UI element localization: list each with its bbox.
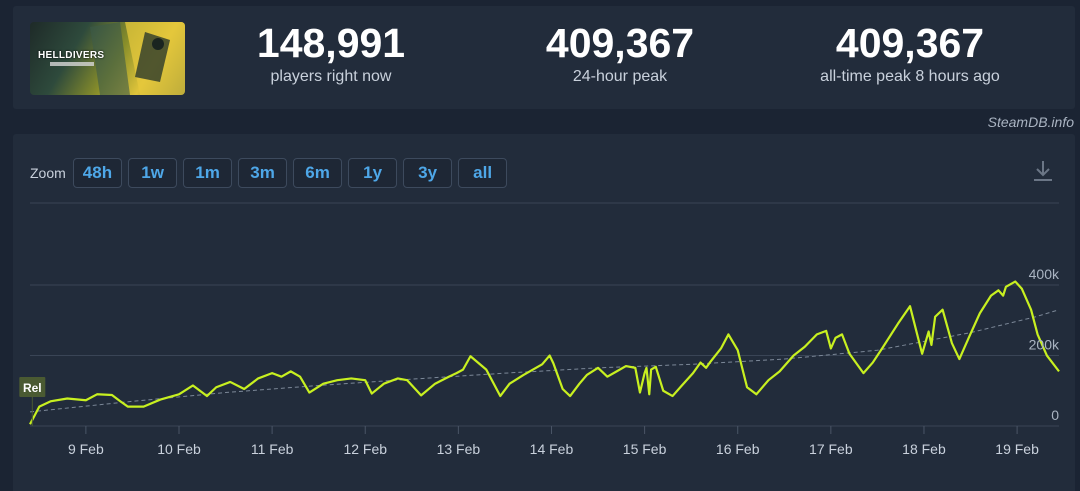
chart-x-axis: 9 Feb 10 Feb 11 Feb 12 Feb 13 Feb 14 Feb 15 Fe… xyxy=(68,426,1039,457)
x-tick-label: 14 Feb xyxy=(530,441,574,457)
release-marker-bg xyxy=(19,377,46,397)
x-tick-label: 12 Feb xyxy=(343,441,387,457)
download-icon xyxy=(1034,161,1052,181)
x-tick-label: 19 Feb xyxy=(995,441,1039,457)
zoom-button-3m[interactable]: 3m xyxy=(238,158,288,188)
zoom-button-all[interactable]: all xyxy=(458,158,508,188)
stats-panel: HELLDIVERS 148,991 players right now 409… xyxy=(13,6,1075,109)
chart-series xyxy=(29,280,1060,425)
x-tick-label: 16 Feb xyxy=(716,441,760,457)
zoom-controls: Zoom 48h 1w 1m 3m 6m 1y 3y all xyxy=(30,156,513,190)
zoom-button-6m[interactable]: 6m xyxy=(293,158,343,188)
game-thumbnail[interactable]: HELLDIVERS xyxy=(30,22,185,95)
x-tick-label: 13 Feb xyxy=(437,441,481,457)
zoom-button-3y[interactable]: 3y xyxy=(403,158,453,188)
steamdb-credit[interactable]: SteamDB.info xyxy=(987,114,1074,130)
y-tick-label: 400k xyxy=(1029,266,1060,282)
stat-24h-peak: 409,367 24-hour peak xyxy=(495,20,745,86)
download-button[interactable] xyxy=(1030,158,1056,189)
game-art-shapes xyxy=(50,22,185,95)
player-count-chart[interactable]: 0 200k 400k 9 Feb 10 Feb 11 Feb 12 Feb 13 Feb 1… xyxy=(13,134,1075,491)
x-tick-label: 11 Feb xyxy=(251,441,294,457)
players-now-value: 148,991 xyxy=(256,20,406,66)
chart-panel: Zoom 48h 1w 1m 3m 6m 1y 3y all 0 200k 400k… xyxy=(13,134,1075,491)
zoom-label: Zoom xyxy=(30,165,66,181)
chart-y-axis: 0 200k 400k xyxy=(1029,266,1060,423)
players-line[interactable] xyxy=(29,280,1060,425)
x-tick-label: 9 Feb xyxy=(68,441,104,457)
game-title: HELLDIVERS xyxy=(38,50,105,61)
x-tick-label: 17 Feb xyxy=(809,441,853,457)
chart-annotations: Rel xyxy=(19,377,46,426)
y-tick-label: 200k xyxy=(1029,337,1060,353)
zoom-button-48h[interactable]: 48h xyxy=(72,158,123,188)
y-tick-label: 0 xyxy=(1051,407,1059,423)
zoom-button-1w[interactable]: 1w xyxy=(128,158,178,188)
x-tick-label: 15 Feb xyxy=(623,441,667,457)
chart-gridlines xyxy=(30,284,1059,427)
release-marker-label[interactable]: Rel xyxy=(23,381,42,395)
x-tick-label: 18 Feb xyxy=(902,441,946,457)
peak-24h-value: 409,367 xyxy=(545,20,695,66)
peak-24h-label: 24-hour peak xyxy=(572,68,668,85)
zoom-button-1m[interactable]: 1m xyxy=(183,158,233,188)
stat-players-now: 148,991 players right now xyxy=(206,20,456,86)
zoom-button-1y[interactable]: 1y xyxy=(348,158,398,188)
all-time-peak-label: all-time peak 8 hours ago xyxy=(820,68,1000,85)
stat-all-time-peak: 409,367 all-time peak 8 hours ago xyxy=(785,20,1035,86)
all-time-peak-value: 409,367 xyxy=(835,20,985,66)
players-now-label: players right now xyxy=(270,68,392,85)
x-tick-label: 10 Feb xyxy=(157,441,201,457)
